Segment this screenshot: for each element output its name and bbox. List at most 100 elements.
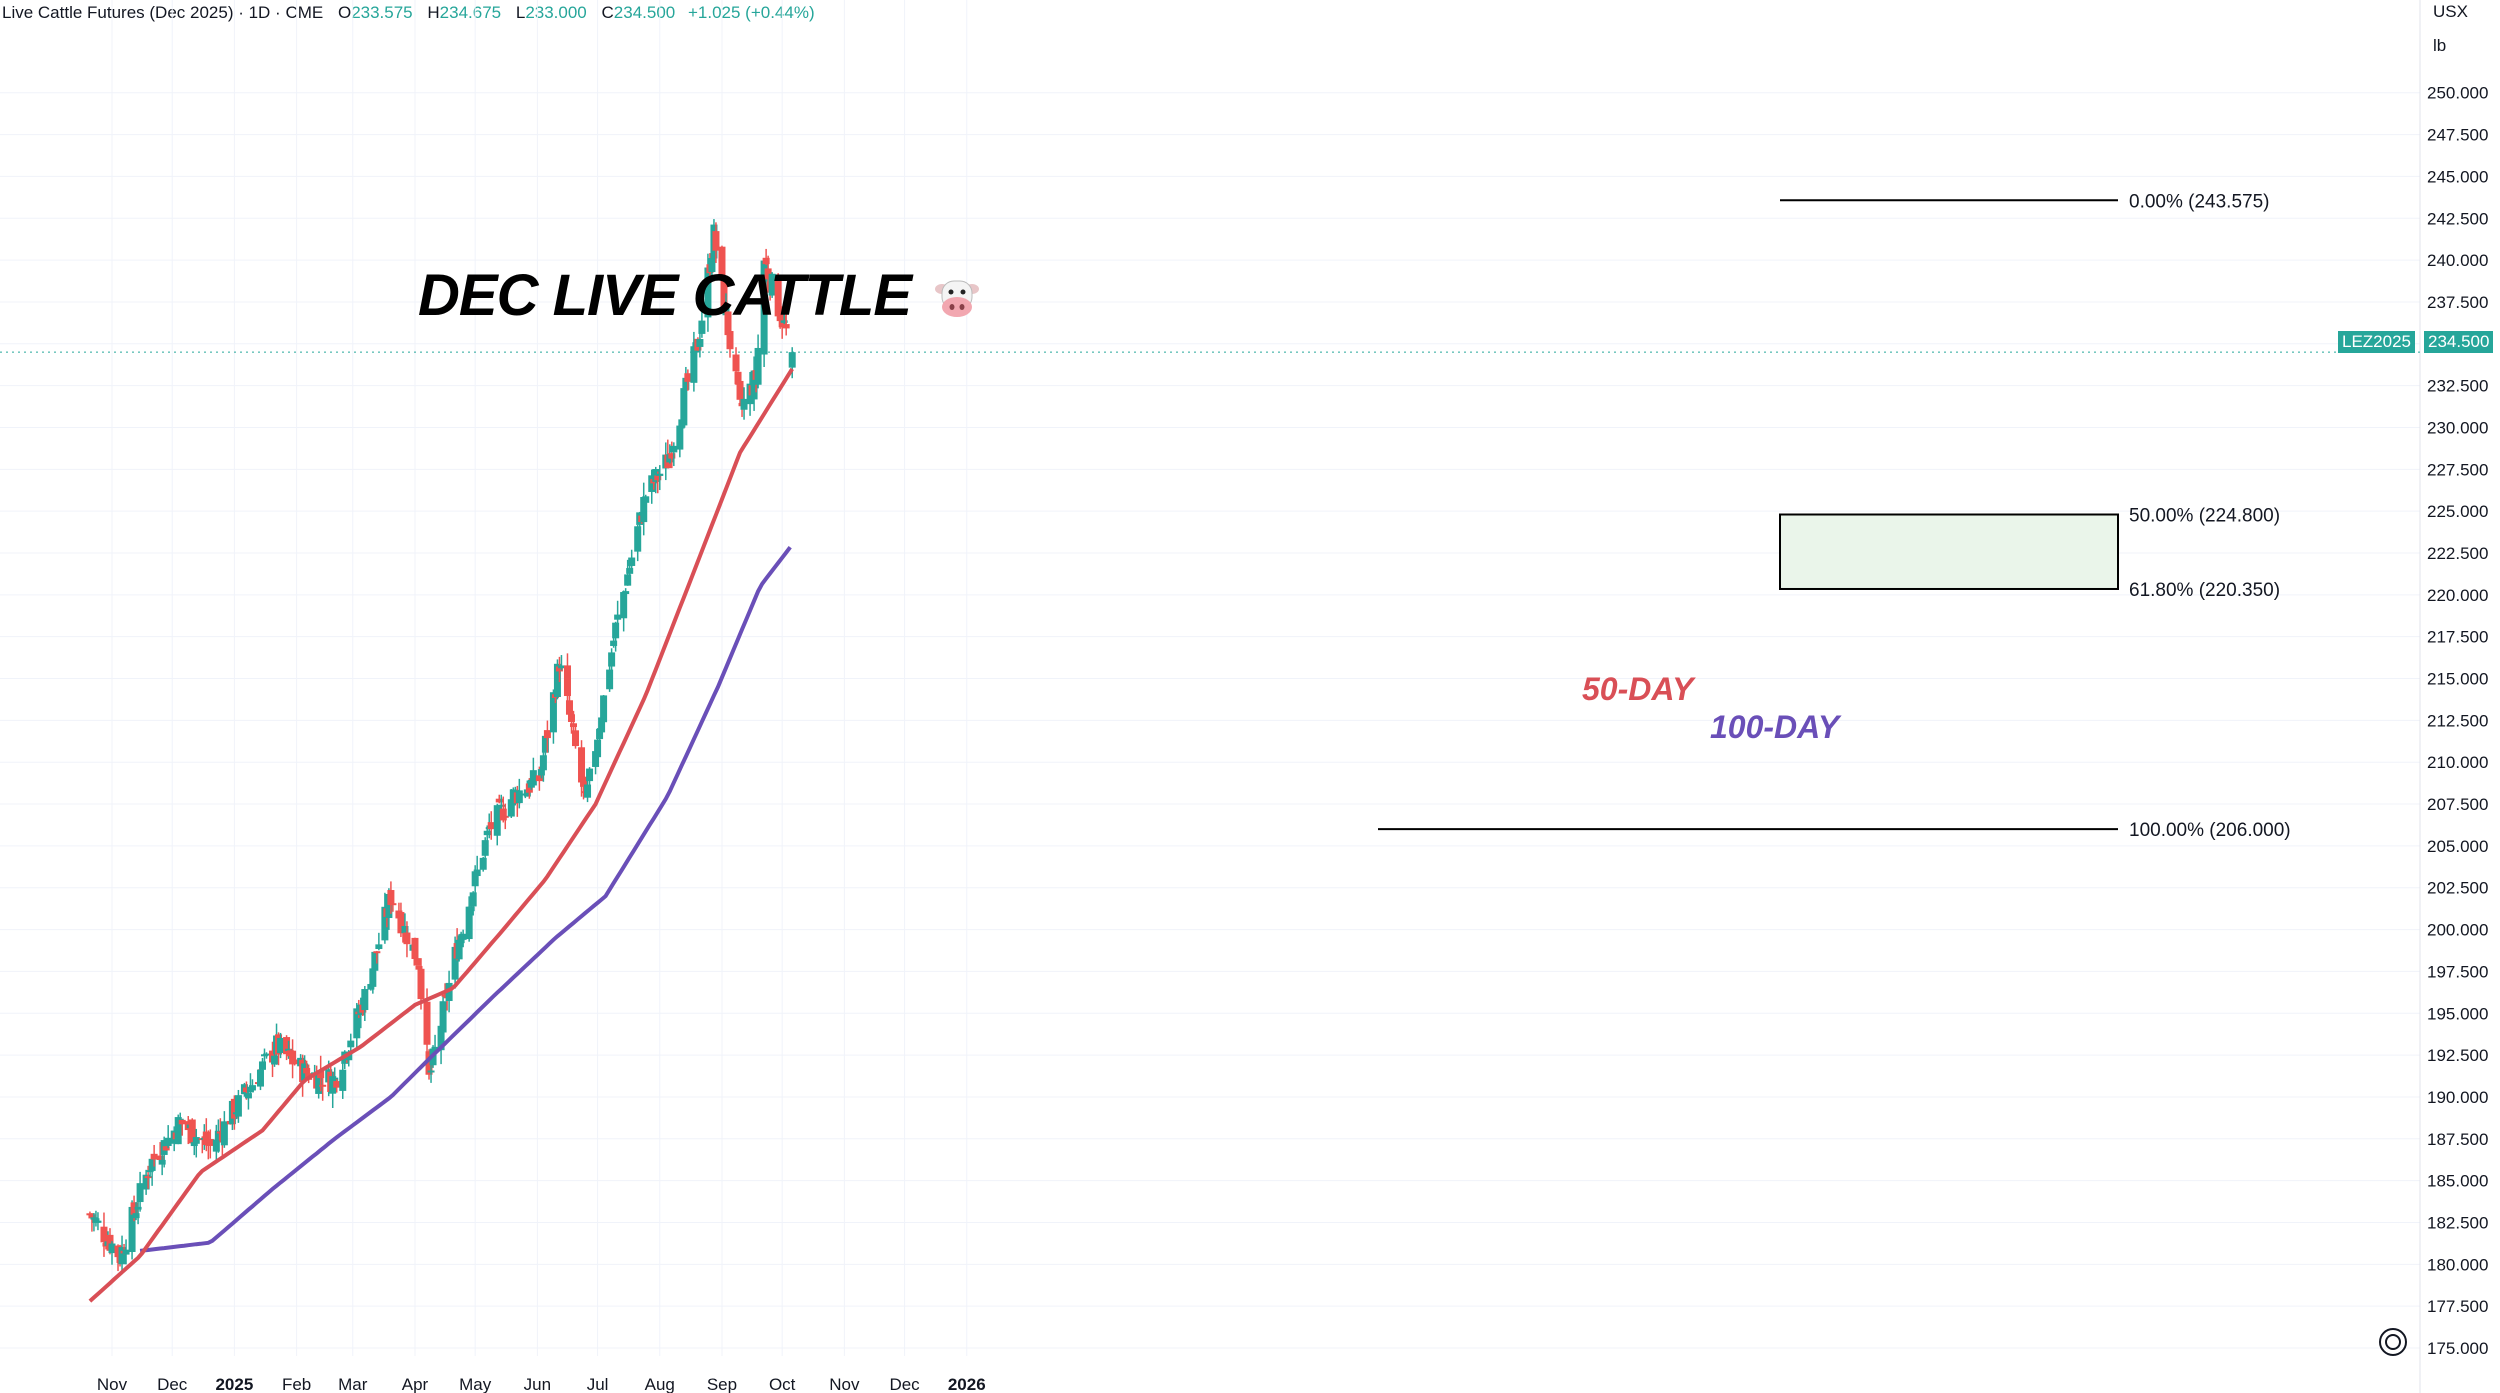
price-tick-label: 190.000 bbox=[2427, 1088, 2488, 1107]
price-tick-label: 182.500 bbox=[2427, 1213, 2488, 1232]
candle bbox=[118, 1247, 126, 1265]
price-tick-label: 240.000 bbox=[2427, 251, 2488, 270]
candle bbox=[569, 723, 577, 728]
low-label: L bbox=[515, 3, 526, 22]
candle bbox=[188, 1119, 196, 1144]
candle bbox=[565, 700, 573, 715]
candle bbox=[106, 1234, 114, 1251]
candle bbox=[584, 784, 592, 798]
price-tick-label: 195.000 bbox=[2427, 1004, 2488, 1023]
candle bbox=[248, 1085, 256, 1091]
candle bbox=[656, 473, 664, 476]
candle bbox=[592, 751, 600, 767]
candle bbox=[439, 1001, 447, 1033]
candle bbox=[319, 1084, 327, 1087]
candle bbox=[132, 1213, 140, 1219]
candle bbox=[437, 1025, 445, 1051]
candle bbox=[277, 1037, 285, 1054]
price-tick-label: 207.500 bbox=[2427, 795, 2488, 814]
candle bbox=[289, 1050, 297, 1065]
candle bbox=[648, 475, 656, 492]
candle bbox=[487, 822, 495, 830]
candle bbox=[640, 497, 648, 523]
reset-scale-icon[interactable] bbox=[2379, 1328, 2407, 1356]
change-value: +1.025 (+0.44%) bbox=[687, 3, 815, 22]
open-label: O bbox=[337, 3, 352, 22]
candle bbox=[256, 1069, 264, 1087]
price-tick-label: 225.000 bbox=[2427, 502, 2488, 521]
candle bbox=[331, 1077, 339, 1081]
candle bbox=[317, 1070, 325, 1079]
price-tick-label: 242.500 bbox=[2427, 209, 2488, 228]
price-axis: 250.000 247.500 245.000 242.500 240.000 237.5… bbox=[2419, 0, 2488, 1393]
candle bbox=[507, 799, 515, 817]
candle bbox=[136, 1183, 144, 1203]
fibonacci-levels: 0.00% (243.575) 50.00% (224.800) 61.80% (2… bbox=[1378, 191, 2291, 841]
candle bbox=[202, 1131, 210, 1145]
close-label: C bbox=[601, 3, 614, 22]
ma100-line bbox=[139, 545, 792, 1253]
cow-icon bbox=[934, 266, 980, 333]
candle bbox=[509, 789, 517, 804]
candle bbox=[473, 869, 481, 877]
chart-title-text: DEC LIVE CATTLE bbox=[418, 263, 912, 328]
candle bbox=[164, 1137, 172, 1147]
candle bbox=[144, 1176, 152, 1179]
candle bbox=[244, 1093, 252, 1099]
candle bbox=[411, 937, 419, 959]
time-tick-label: 2026 bbox=[948, 1375, 986, 1393]
candle bbox=[580, 776, 588, 787]
candle bbox=[415, 965, 423, 970]
candle bbox=[455, 939, 463, 960]
candle bbox=[680, 388, 688, 426]
candle bbox=[413, 958, 421, 966]
fibonacci-zone bbox=[1779, 513, 2119, 590]
candle bbox=[465, 906, 473, 940]
candle bbox=[499, 808, 507, 821]
price-tick-label: 230.000 bbox=[2427, 418, 2488, 437]
candle bbox=[628, 557, 636, 566]
candle bbox=[535, 775, 543, 782]
candle bbox=[768, 273, 776, 296]
candle bbox=[483, 830, 491, 836]
candle bbox=[774, 277, 782, 317]
price-tick-label: 245.000 bbox=[2427, 167, 2488, 186]
candle bbox=[333, 1081, 341, 1088]
price-tick-label: 185.000 bbox=[2427, 1172, 2488, 1191]
candle bbox=[760, 260, 768, 355]
price-tick-label: 202.500 bbox=[2427, 879, 2488, 898]
candle bbox=[553, 663, 561, 698]
candle bbox=[371, 951, 379, 971]
price-tick-label: 175.000 bbox=[2427, 1339, 2488, 1358]
candle bbox=[158, 1159, 166, 1165]
candle bbox=[762, 257, 770, 265]
candle bbox=[598, 717, 606, 733]
candle bbox=[94, 1220, 102, 1223]
candle bbox=[467, 906, 475, 912]
candle bbox=[549, 692, 557, 733]
candle bbox=[387, 890, 395, 905]
candle bbox=[162, 1146, 170, 1151]
candle bbox=[423, 1001, 431, 1045]
time-tick-label: Dec bbox=[157, 1375, 188, 1393]
candle bbox=[397, 912, 405, 934]
candle bbox=[174, 1117, 182, 1145]
symbol-title: Live Cattle Futures (Dec 2025) · 1D · CM… bbox=[2, 3, 324, 22]
currency-unit[interactable]: USX bbox=[2433, 2, 2468, 21]
candle bbox=[567, 714, 575, 722]
candle bbox=[108, 1243, 116, 1254]
quantity-unit[interactable]: lb bbox=[2433, 36, 2447, 55]
candle bbox=[353, 1008, 361, 1039]
ma100-label: 100-DAY bbox=[1710, 709, 1842, 745]
candle bbox=[541, 735, 549, 753]
candle bbox=[600, 695, 608, 723]
candle bbox=[178, 1119, 186, 1125]
candle bbox=[220, 1121, 228, 1146]
price-tick-label: 232.500 bbox=[2427, 377, 2488, 396]
candle bbox=[501, 815, 509, 818]
time-tick-label: Sep bbox=[707, 1375, 737, 1393]
candle bbox=[493, 805, 501, 836]
candle bbox=[361, 989, 369, 1011]
candle bbox=[712, 231, 720, 251]
